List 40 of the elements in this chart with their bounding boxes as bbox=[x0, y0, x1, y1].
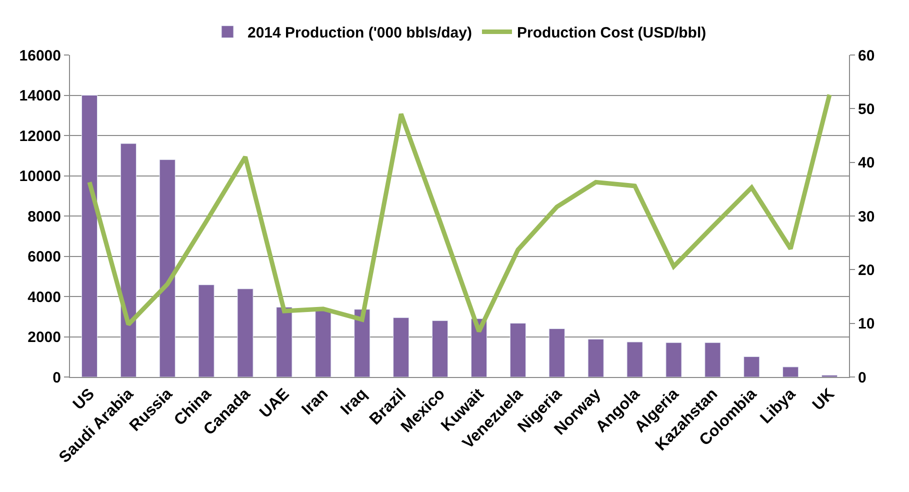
y2-tick-label: 0 bbox=[858, 369, 866, 386]
bar bbox=[432, 320, 448, 377]
bar bbox=[704, 342, 721, 377]
y-tick-label: 12000 bbox=[19, 128, 61, 145]
bar bbox=[782, 366, 799, 377]
x-tick-label: UK bbox=[810, 385, 838, 414]
y-tick-label: 0 bbox=[52, 369, 61, 386]
bar bbox=[237, 288, 254, 377]
y2-tick-label: 40 bbox=[858, 154, 875, 172]
x-tick-label: Iran bbox=[298, 386, 332, 418]
bar bbox=[744, 356, 760, 377]
y-tick-label: 6000 bbox=[28, 248, 61, 266]
bar bbox=[354, 309, 370, 377]
y2-tick-label: 20 bbox=[858, 262, 875, 279]
bar bbox=[120, 143, 136, 377]
bar bbox=[510, 323, 526, 377]
bar bbox=[81, 95, 98, 377]
y-tick-label: 4000 bbox=[28, 288, 61, 306]
y-tick-label: 8000 bbox=[28, 208, 61, 226]
legend-label: 2014 Production ('000 bbls/day) bbox=[248, 24, 472, 42]
bar bbox=[159, 159, 176, 377]
bar bbox=[626, 342, 643, 377]
x-tick-label: US bbox=[70, 385, 98, 414]
bar bbox=[548, 328, 565, 377]
bar bbox=[276, 306, 292, 377]
legend-label: Production Cost (USD/bbl) bbox=[516, 24, 706, 42]
bar bbox=[315, 310, 332, 377]
y-tick-label: 2000 bbox=[28, 329, 61, 346]
y2-tick-label: 10 bbox=[858, 316, 875, 333]
y2-tick-label: 30 bbox=[858, 208, 875, 226]
y2-tick-label: 60 bbox=[858, 47, 875, 64]
y-tick-label: 16000 bbox=[19, 47, 61, 64]
y2-tick-label: 50 bbox=[858, 100, 875, 118]
bar bbox=[198, 284, 214, 377]
line-series bbox=[87, 92, 832, 334]
bar bbox=[666, 342, 682, 377]
bar bbox=[588, 338, 604, 377]
y-tick-label: 10000 bbox=[19, 168, 61, 185]
bar bbox=[393, 317, 410, 377]
y-tick-label: 14000 bbox=[19, 88, 61, 104]
